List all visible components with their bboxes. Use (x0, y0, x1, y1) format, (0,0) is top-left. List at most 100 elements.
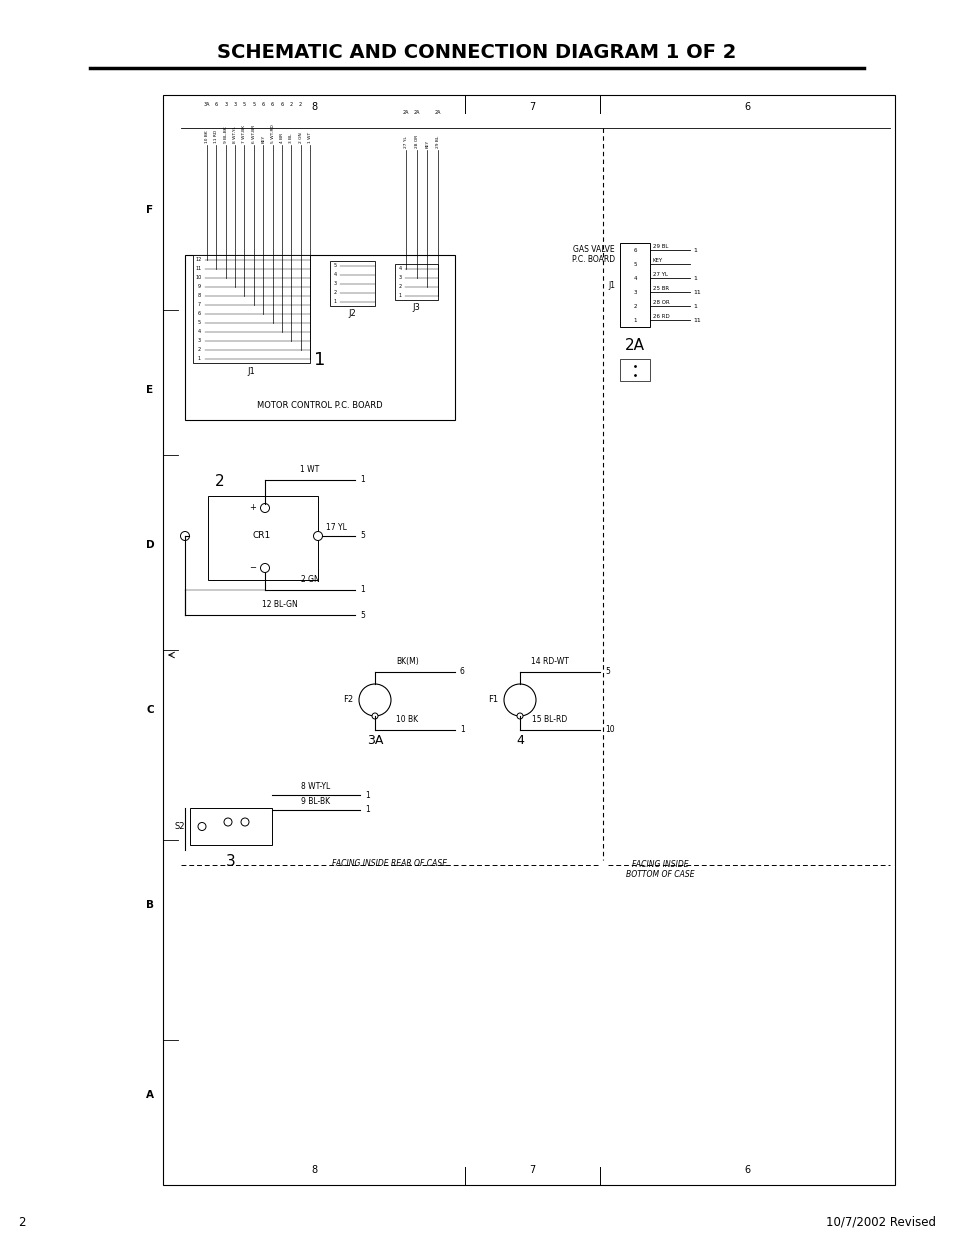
Text: 10 BK: 10 BK (396, 715, 418, 724)
Text: 2A: 2A (413, 110, 419, 115)
Circle shape (241, 818, 249, 826)
Text: 3: 3 (633, 289, 636, 294)
Circle shape (358, 684, 391, 716)
Text: J1: J1 (248, 367, 255, 375)
Bar (619, 359, 649, 382)
Text: 2: 2 (18, 1215, 26, 1229)
Text: 11: 11 (195, 266, 202, 270)
Text: 1: 1 (359, 475, 364, 484)
Text: 15 BL-RD: 15 BL-RD (532, 715, 567, 724)
Text: 29 BL: 29 BL (436, 136, 439, 148)
Text: 7: 7 (197, 303, 200, 308)
Text: 6: 6 (197, 311, 200, 316)
Text: 5: 5 (604, 667, 609, 677)
Circle shape (517, 713, 522, 719)
Bar (619, 243, 649, 327)
Text: 12: 12 (195, 257, 202, 262)
Text: 2A: 2A (624, 337, 644, 352)
Circle shape (503, 684, 536, 716)
Text: 1 WT: 1 WT (308, 132, 312, 143)
Text: 1: 1 (692, 275, 696, 280)
Text: 2: 2 (298, 103, 302, 107)
Text: 5: 5 (252, 103, 255, 107)
Text: 1: 1 (365, 805, 370, 815)
Text: 7: 7 (529, 103, 535, 112)
Circle shape (314, 531, 322, 541)
Text: 8: 8 (197, 293, 200, 298)
Text: 1: 1 (197, 356, 200, 361)
Text: 29 BL: 29 BL (652, 245, 668, 249)
Text: J2: J2 (348, 310, 356, 319)
Text: 2: 2 (197, 347, 200, 352)
Text: A: A (146, 1091, 153, 1100)
Text: 10: 10 (195, 275, 202, 280)
Text: 11: 11 (692, 289, 700, 294)
Text: 9 BL-BK: 9 BL-BK (224, 126, 228, 143)
Text: 10: 10 (604, 725, 614, 735)
Text: 6: 6 (214, 103, 217, 107)
Text: 12 BL-GN: 12 BL-GN (262, 600, 297, 609)
Text: F: F (146, 205, 153, 215)
Bar (185, 254, 455, 420)
Circle shape (198, 823, 206, 830)
Bar (330, 261, 375, 306)
Text: SCHEMATIC AND CONNECTION DIAGRAM 1 OF 2: SCHEMATIC AND CONNECTION DIAGRAM 1 OF 2 (217, 42, 736, 62)
Text: 1: 1 (365, 790, 370, 799)
Text: 6: 6 (261, 103, 265, 107)
Text: CR1: CR1 (253, 531, 271, 541)
Circle shape (180, 531, 190, 541)
Text: BK(M): BK(M) (395, 657, 418, 666)
Text: 3 BL: 3 BL (289, 133, 293, 143)
Text: 2: 2 (215, 474, 225, 489)
Text: 2: 2 (290, 103, 293, 107)
Bar (395, 264, 437, 300)
Text: FACING INSIDE REAR OF CASE: FACING INSIDE REAR OF CASE (332, 860, 447, 868)
Text: 3: 3 (334, 282, 336, 287)
Text: F2: F2 (342, 695, 353, 704)
Text: C: C (146, 705, 153, 715)
Text: 2A: 2A (402, 110, 409, 115)
Circle shape (224, 818, 232, 826)
Text: 1: 1 (692, 304, 696, 309)
Text: 1: 1 (359, 585, 364, 594)
Text: E: E (146, 385, 153, 395)
Text: 14 RD-WT: 14 RD-WT (531, 657, 568, 666)
Text: 6 WT-BR: 6 WT-BR (252, 125, 255, 143)
Text: 5: 5 (197, 320, 200, 325)
Text: 5: 5 (633, 262, 636, 267)
Text: 6: 6 (743, 103, 750, 112)
Text: +: + (250, 504, 256, 513)
Text: 6: 6 (459, 667, 464, 677)
Text: KEY: KEY (261, 135, 265, 143)
Text: 1: 1 (334, 299, 336, 304)
Text: 3A: 3A (366, 734, 383, 746)
Text: 5: 5 (243, 103, 246, 107)
Text: 1: 1 (633, 317, 636, 322)
Text: 3A: 3A (204, 103, 210, 107)
Text: 11: 11 (692, 317, 700, 322)
Text: 25 BR: 25 BR (652, 287, 668, 291)
Text: 2: 2 (334, 290, 336, 295)
Text: 17 YL: 17 YL (326, 522, 347, 532)
Text: 10 BK: 10 BK (205, 131, 209, 143)
Text: 10/7/2002 Revised: 10/7/2002 Revised (825, 1215, 935, 1229)
Text: 5 WT-RD: 5 WT-RD (271, 125, 274, 143)
Text: 4: 4 (633, 275, 636, 280)
Circle shape (260, 504, 269, 513)
Text: FACING INSIDE
BOTTOM OF CASE: FACING INSIDE BOTTOM OF CASE (625, 860, 694, 879)
Text: 1: 1 (459, 725, 464, 735)
Text: 4: 4 (398, 266, 401, 270)
Text: 3: 3 (224, 103, 227, 107)
Text: 27 YL: 27 YL (403, 136, 408, 148)
Bar (193, 254, 310, 363)
Text: MOTOR CONTROL P.C. BOARD: MOTOR CONTROL P.C. BOARD (257, 400, 382, 410)
Text: 5: 5 (359, 531, 364, 541)
Text: 8: 8 (311, 103, 316, 112)
Text: 7 WT-BK: 7 WT-BK (242, 125, 246, 143)
Text: 2A: 2A (435, 110, 441, 115)
Text: 7: 7 (529, 1165, 535, 1174)
Text: 1: 1 (398, 293, 401, 298)
Text: 6: 6 (271, 103, 274, 107)
Text: 2: 2 (398, 284, 401, 289)
Bar (208, 496, 317, 580)
